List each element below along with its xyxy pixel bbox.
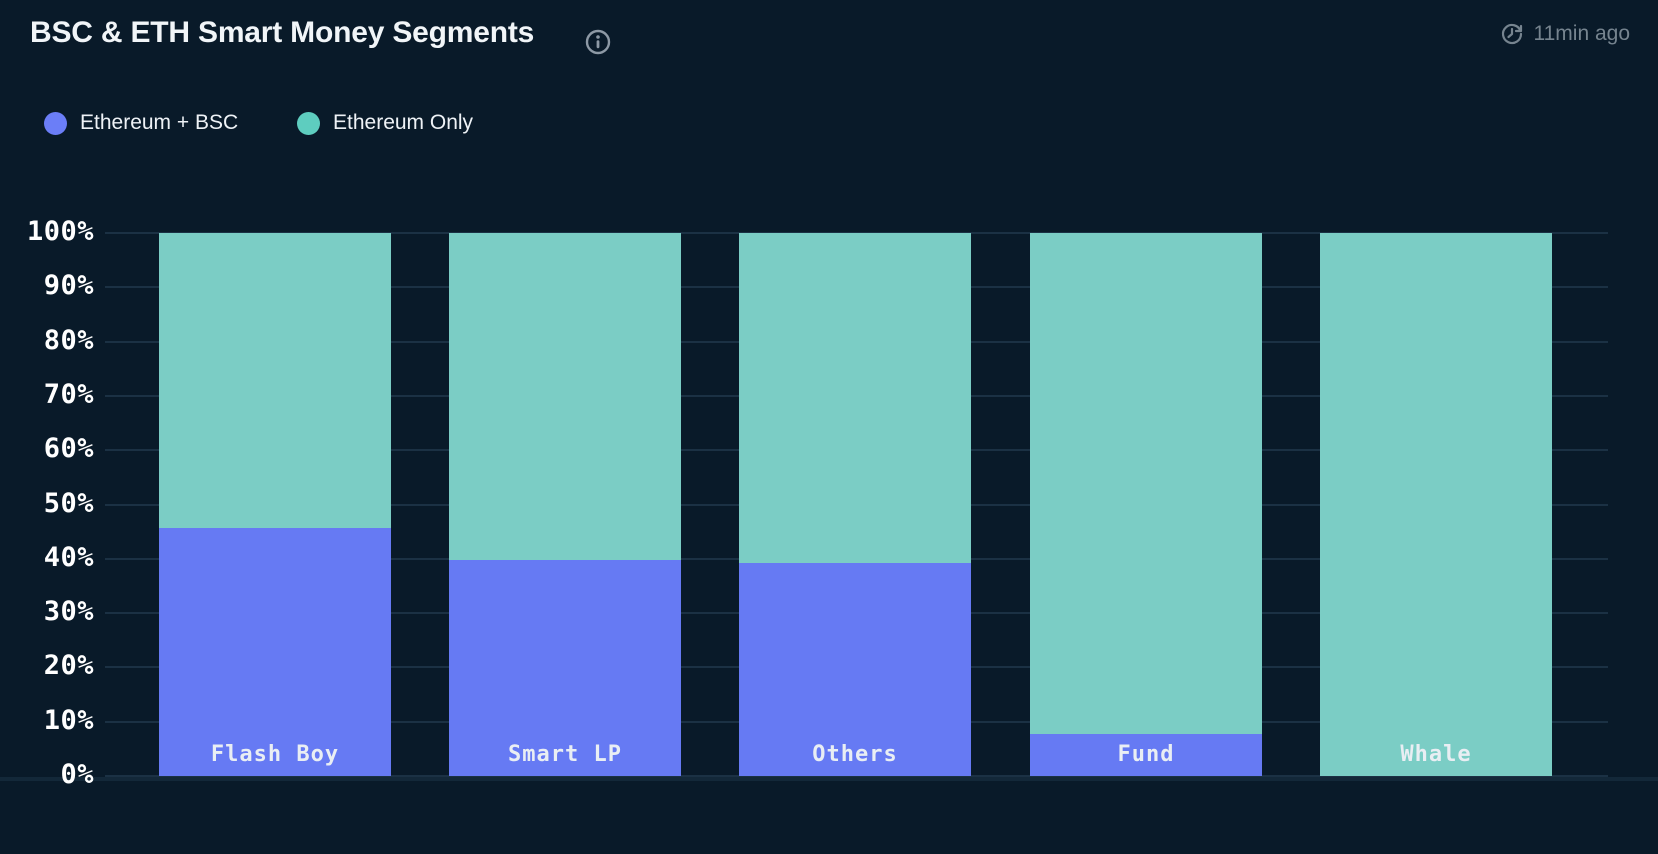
- bar-segment-ethereum-only-whale[interactable]: [1320, 233, 1552, 776]
- x-axis-category-label-smart-lp: Smart LP: [508, 742, 622, 767]
- bar-segment-ethereum-bsc-fund[interactable]: [1030, 734, 1262, 776]
- bar-segment-ethereum-only-smart-lp[interactable]: [449, 233, 681, 560]
- bar-segment-ethereum-only-fund[interactable]: [1030, 233, 1262, 734]
- bar-segment-ethereum-only-others[interactable]: [739, 233, 971, 563]
- y-axis-tick-label: 10%: [43, 704, 94, 736]
- x-axis-category-label-flash-boy: Flash Boy: [210, 742, 340, 767]
- y-axis-tick-label: 60%: [43, 433, 94, 465]
- gridline-0%: [105, 775, 1608, 777]
- y-axis-tick-label: 50%: [43, 487, 94, 519]
- legend-item-label: Ethereum + BSC: [80, 111, 239, 134]
- x-axis-category-label-fund: Fund: [1117, 742, 1175, 767]
- legend-item-ethereum-bsc[interactable]: Ethereum + BSC: [44, 109, 238, 137]
- x-axis-category-label-others: Others: [812, 742, 898, 767]
- legend-dot-icon: [297, 111, 320, 135]
- last-updated: 11min ago: [1500, 22, 1630, 46]
- y-axis-tick-label: 90%: [43, 270, 94, 302]
- y-axis-tick-label: 0%: [60, 759, 94, 790]
- x-axis-baseline: [0, 777, 1658, 781]
- y-axis-tick-label: 70%: [43, 378, 94, 410]
- y-axis-tick-label: 80%: [43, 324, 94, 356]
- y-axis-tick-label: 100%: [26, 216, 94, 247]
- refresh-clock-icon[interactable]: [1500, 22, 1524, 46]
- legend-item-label: Ethereum Only: [333, 111, 474, 134]
- legend-dot-icon: [44, 111, 67, 135]
- last-updated-label: 11min ago: [1533, 22, 1630, 45]
- legend-item-ethereum-only[interactable]: Ethereum Only: [297, 109, 473, 137]
- y-axis-tick-label: 40%: [43, 541, 94, 573]
- chart-title: BSC & ETH Smart Money Segments: [30, 16, 535, 49]
- bar-segment-ethereum-bsc-smart-lp[interactable]: [449, 560, 681, 776]
- bar-segment-ethereum-only-flash-boy[interactable]: [159, 233, 391, 528]
- info-icon[interactable]: [585, 29, 611, 55]
- bar-segment-ethereum-bsc-flash-boy[interactable]: [159, 528, 391, 776]
- x-axis-category-label-whale: Whale: [1400, 742, 1472, 767]
- y-axis-tick-label: 20%: [43, 650, 94, 682]
- y-axis-tick-label: 30%: [43, 596, 94, 628]
- bar-segment-ethereum-bsc-others[interactable]: [739, 563, 971, 776]
